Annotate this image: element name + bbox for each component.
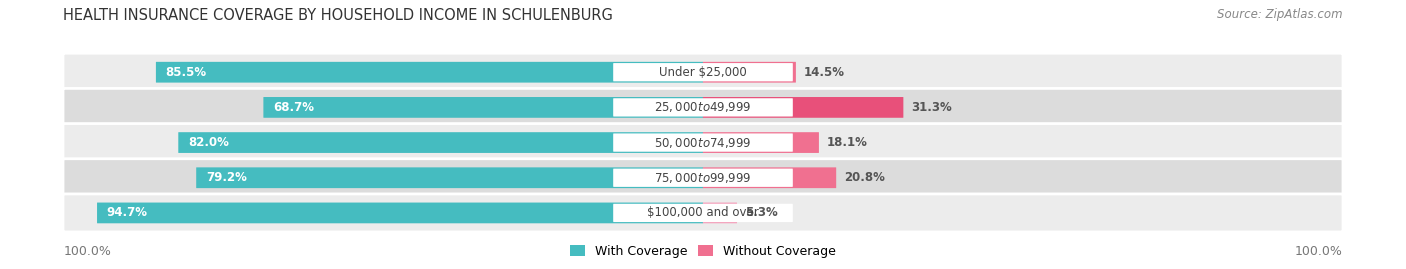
FancyBboxPatch shape <box>703 97 904 118</box>
Text: 100.0%: 100.0% <box>63 245 111 258</box>
FancyBboxPatch shape <box>703 132 818 153</box>
Text: Source: ZipAtlas.com: Source: ZipAtlas.com <box>1218 8 1343 21</box>
Text: $50,000 to $74,999: $50,000 to $74,999 <box>654 136 752 150</box>
Text: 68.7%: 68.7% <box>273 101 314 114</box>
FancyBboxPatch shape <box>156 62 703 83</box>
Legend: With Coverage, Without Coverage: With Coverage, Without Coverage <box>565 240 841 263</box>
Text: 31.3%: 31.3% <box>911 101 952 114</box>
Text: 94.7%: 94.7% <box>107 206 148 220</box>
FancyBboxPatch shape <box>613 169 793 187</box>
FancyBboxPatch shape <box>613 133 793 152</box>
FancyBboxPatch shape <box>63 123 1343 162</box>
FancyBboxPatch shape <box>97 203 703 223</box>
Text: 20.8%: 20.8% <box>844 171 884 184</box>
FancyBboxPatch shape <box>613 204 793 222</box>
FancyBboxPatch shape <box>263 97 703 118</box>
FancyBboxPatch shape <box>613 98 793 116</box>
Text: $75,000 to $99,999: $75,000 to $99,999 <box>654 171 752 185</box>
Text: $100,000 and over: $100,000 and over <box>647 206 759 220</box>
Text: $25,000 to $49,999: $25,000 to $49,999 <box>654 100 752 114</box>
Text: 85.5%: 85.5% <box>166 66 207 79</box>
Text: 100.0%: 100.0% <box>1295 245 1343 258</box>
FancyBboxPatch shape <box>63 194 1343 232</box>
Text: Under $25,000: Under $25,000 <box>659 66 747 79</box>
Text: 18.1%: 18.1% <box>827 136 868 149</box>
FancyBboxPatch shape <box>179 132 703 153</box>
FancyBboxPatch shape <box>703 62 796 83</box>
FancyBboxPatch shape <box>197 167 703 188</box>
Text: 5.3%: 5.3% <box>745 206 778 220</box>
Text: HEALTH INSURANCE COVERAGE BY HOUSEHOLD INCOME IN SCHULENBURG: HEALTH INSURANCE COVERAGE BY HOUSEHOLD I… <box>63 8 613 23</box>
Text: 82.0%: 82.0% <box>188 136 229 149</box>
FancyBboxPatch shape <box>613 63 793 81</box>
FancyBboxPatch shape <box>63 159 1343 197</box>
Text: 14.5%: 14.5% <box>803 66 845 79</box>
FancyBboxPatch shape <box>63 53 1343 91</box>
FancyBboxPatch shape <box>63 89 1343 126</box>
FancyBboxPatch shape <box>703 167 837 188</box>
FancyBboxPatch shape <box>703 203 737 223</box>
Text: 79.2%: 79.2% <box>205 171 247 184</box>
